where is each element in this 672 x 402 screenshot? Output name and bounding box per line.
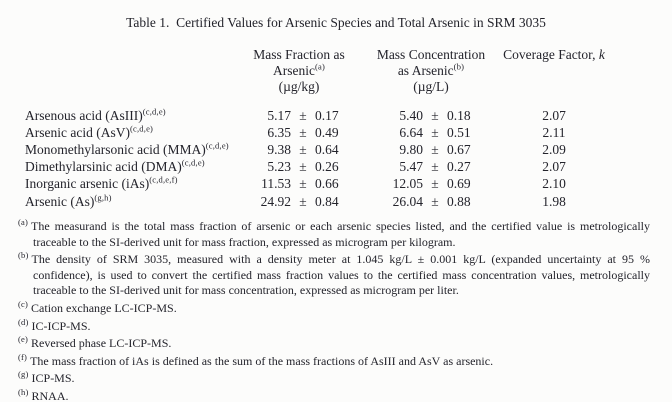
column-header-species-spacer: [25, 47, 235, 96]
table-header-row: Mass Fraction as Arsenic(a) (µg/kg) Mass…: [25, 47, 630, 96]
footnote-ref: (g,h): [94, 192, 112, 203]
footnote: (e) Reversed phase LC-ICP-MS.: [18, 334, 650, 352]
footnotes-section: (a) The measurand is the total mass fract…: [18, 217, 650, 402]
footnote: (g) ICP-MS.: [18, 369, 650, 387]
footnote-marker: (h): [18, 386, 29, 397]
table-row: Arsenic (As)(g,h) 24.92 ±0.84 26.04 ±0.88 …: [25, 193, 630, 210]
certified-values-table: Mass Fraction as Arsenic(a) (µg/kg) Mass…: [25, 47, 630, 210]
footnote-ref: (c,d,e): [142, 106, 166, 117]
species-label: Arsenic acid (AsV)(c,d,e): [25, 123, 154, 140]
footnote-marker: (f): [18, 351, 28, 362]
plus-minus-sign: ±: [431, 124, 439, 140]
header-line: Mass Concentration: [376, 47, 486, 62]
coverage-factor-symbol: k: [598, 47, 605, 62]
mass-fraction-value: 5.17 ±0.17: [267, 107, 339, 123]
footnote: (h) RNAA.: [18, 386, 650, 402]
footnote-marker: (a): [18, 217, 29, 227]
coverage-factor-value: 1.98: [542, 193, 566, 209]
footnote-text: The density of SRM 3035, measured with a…: [31, 252, 650, 298]
footnote-text: RNAA.: [31, 388, 69, 402]
table-row: Inorganic arsenic (iAs)(c,d,e,f) 11.53 ±0…: [25, 175, 630, 192]
header-line: Arsenic(a): [272, 61, 326, 79]
header-unit: (µg/L): [413, 79, 449, 95]
footnote: (d) IC-ICP-MS.: [18, 316, 650, 335]
footnote: (a) The measurand is the total mass fract…: [18, 217, 650, 250]
column-header-coverage-factor: Coverage Factor, k: [503, 47, 605, 62]
mass-concentration-value: 6.64 ±0.51: [399, 124, 471, 140]
coverage-factor-value: 2.07: [542, 107, 566, 123]
mass-concentration-value: 9.80 ±0.67: [399, 142, 471, 158]
table-row: Arsenic acid (AsV)(c,d,e) 6.35 ±0.49 6.64…: [25, 124, 630, 141]
footnote-ref: (a): [314, 61, 326, 72]
mass-fraction-value: 24.92 ±0.84: [260, 193, 339, 209]
mass-concentration-value: 5.47 ±0.27: [399, 159, 471, 175]
plus-minus-sign: ±: [299, 176, 307, 192]
plus-minus-sign: ±: [299, 124, 307, 140]
plus-minus-sign: ±: [431, 159, 439, 175]
footnote-ref: (c,d,e): [181, 157, 205, 168]
footnote-text: The mass fraction of iAs is defined as t…: [30, 353, 494, 368]
mass-fraction-value: 6.35 ±0.49: [267, 124, 339, 140]
footnote-marker: (g): [18, 369, 29, 380]
mass-fraction-value: 5.23 ±0.26: [267, 159, 339, 175]
plus-minus-sign: ±: [299, 107, 307, 123]
table-body: Arsenous acid (AsIII)(c,d,e) 5.17 ±0.17 5…: [25, 107, 630, 210]
mass-concentration-value: 26.04 ±0.88: [392, 193, 471, 209]
plus-minus-sign: ±: [431, 176, 439, 192]
header-line: as Arsenic(b): [397, 61, 465, 79]
coverage-factor-value: 2.07: [542, 159, 566, 175]
footnote: (c) Cation exchange LC-ICP-MS.: [18, 298, 650, 317]
coverage-factor-value: 2.11: [542, 124, 566, 140]
species-label: Dimethylarsinic acid (DMA)(c,d,e): [25, 157, 205, 175]
plus-minus-sign: ±: [431, 107, 439, 123]
species-label: Arsenous acid (AsIII)(c,d,e): [25, 106, 166, 123]
footnote-marker: (b): [18, 250, 29, 261]
footnote-text: ICP-MS.: [31, 371, 75, 386]
header-line: Mass Fraction as: [253, 47, 345, 62]
species-label: Inorganic arsenic (iAs)(c,d,e,f): [25, 174, 178, 192]
plus-minus-sign: ±: [299, 159, 307, 175]
footnote-text: Reversed phase LC-ICP-MS.: [31, 336, 172, 351]
plus-minus-sign: ±: [431, 142, 439, 158]
footnote-text: The measurand is the total mass fraction…: [31, 219, 650, 249]
column-header-mass-concentration: Mass Concentration as Arsenic(b) (µg/L): [363, 47, 499, 96]
footnote: (b) The density of SRM 3035, measured wit…: [18, 250, 650, 299]
footnote: (f) The mass fraction of iAs is defined a…: [18, 351, 650, 370]
footnote-ref: (b): [453, 61, 465, 72]
table-row: Arsenous acid (AsIII)(c,d,e) 5.17 ±0.17 5…: [25, 107, 630, 124]
plus-minus-sign: ±: [299, 142, 307, 158]
table-row: Dimethylarsinic acid (DMA)(c,d,e) 5.23 ±0…: [25, 158, 630, 175]
plus-minus-sign: ±: [431, 193, 439, 209]
mass-fraction-value: 11.53 ±0.66: [261, 176, 339, 192]
footnote-text: IC-ICP-MS.: [31, 318, 91, 333]
species-label: Monomethylarsonic acid (MMA)(c,d,e): [25, 140, 229, 158]
plus-minus-sign: ±: [299, 193, 307, 209]
coverage-factor-value: 2.09: [542, 142, 566, 158]
header-unit: (µg/kg): [278, 79, 320, 95]
column-header-mass-fraction: Mass Fraction as Arsenic(a) (µg/kg): [235, 47, 363, 96]
footnote-ref: (c,d,e): [129, 123, 154, 134]
footnote-marker: (d): [18, 316, 29, 327]
footnote-marker: (c): [18, 298, 29, 309]
mass-concentration-value: 12.05 ±0.69: [392, 176, 471, 192]
table-title: Table 1. Certified Values for Arsenic Sp…: [126, 15, 546, 30]
footnote-marker: (e): [18, 334, 29, 345]
footnote-ref: (c,d,e,f): [149, 174, 178, 185]
coverage-factor-value: 2.10: [542, 176, 566, 192]
table-row: Monomethylarsonic acid (MMA)(c,d,e) 9.38…: [25, 141, 630, 158]
mass-concentration-value: 5.40 ±0.18: [399, 107, 471, 123]
footnote-ref: (c,d,e): [205, 140, 229, 151]
species-label: Arsenic (As)(g,h): [25, 192, 112, 209]
mass-fraction-value: 9.38 ±0.64: [267, 142, 339, 158]
footnote-text: Cation exchange LC-ICP-MS.: [31, 300, 177, 315]
